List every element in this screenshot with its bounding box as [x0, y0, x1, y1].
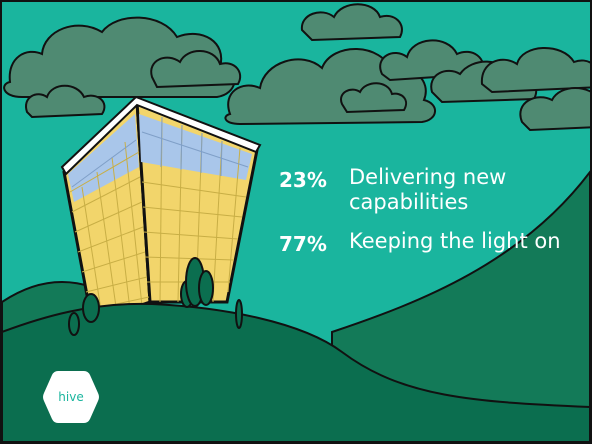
stat-keeping-light-on: 77% Keeping the light on — [279, 229, 564, 258]
building-icon — [60, 95, 262, 324]
stats-block: 23% Delivering new capabilities 77% Keep… — [279, 165, 564, 272]
hexagon-logo-icon — [43, 371, 99, 423]
stat-label: Keeping the light on — [349, 229, 561, 253]
cloud-icon — [3, 3, 590, 132]
stat-percent: 23% — [279, 168, 327, 192]
stat-percent: 77% — [279, 232, 327, 256]
tree-icon — [68, 257, 243, 336]
stat-label: Delivering new capabilities — [349, 165, 507, 214]
hive-logo: hive — [42, 368, 100, 426]
logo-text: hive — [58, 390, 84, 404]
stat-new-capabilities: 23% Delivering new capabilities — [279, 165, 564, 215]
foreground-hill — [2, 302, 590, 442]
right-hill — [331, 170, 590, 442]
